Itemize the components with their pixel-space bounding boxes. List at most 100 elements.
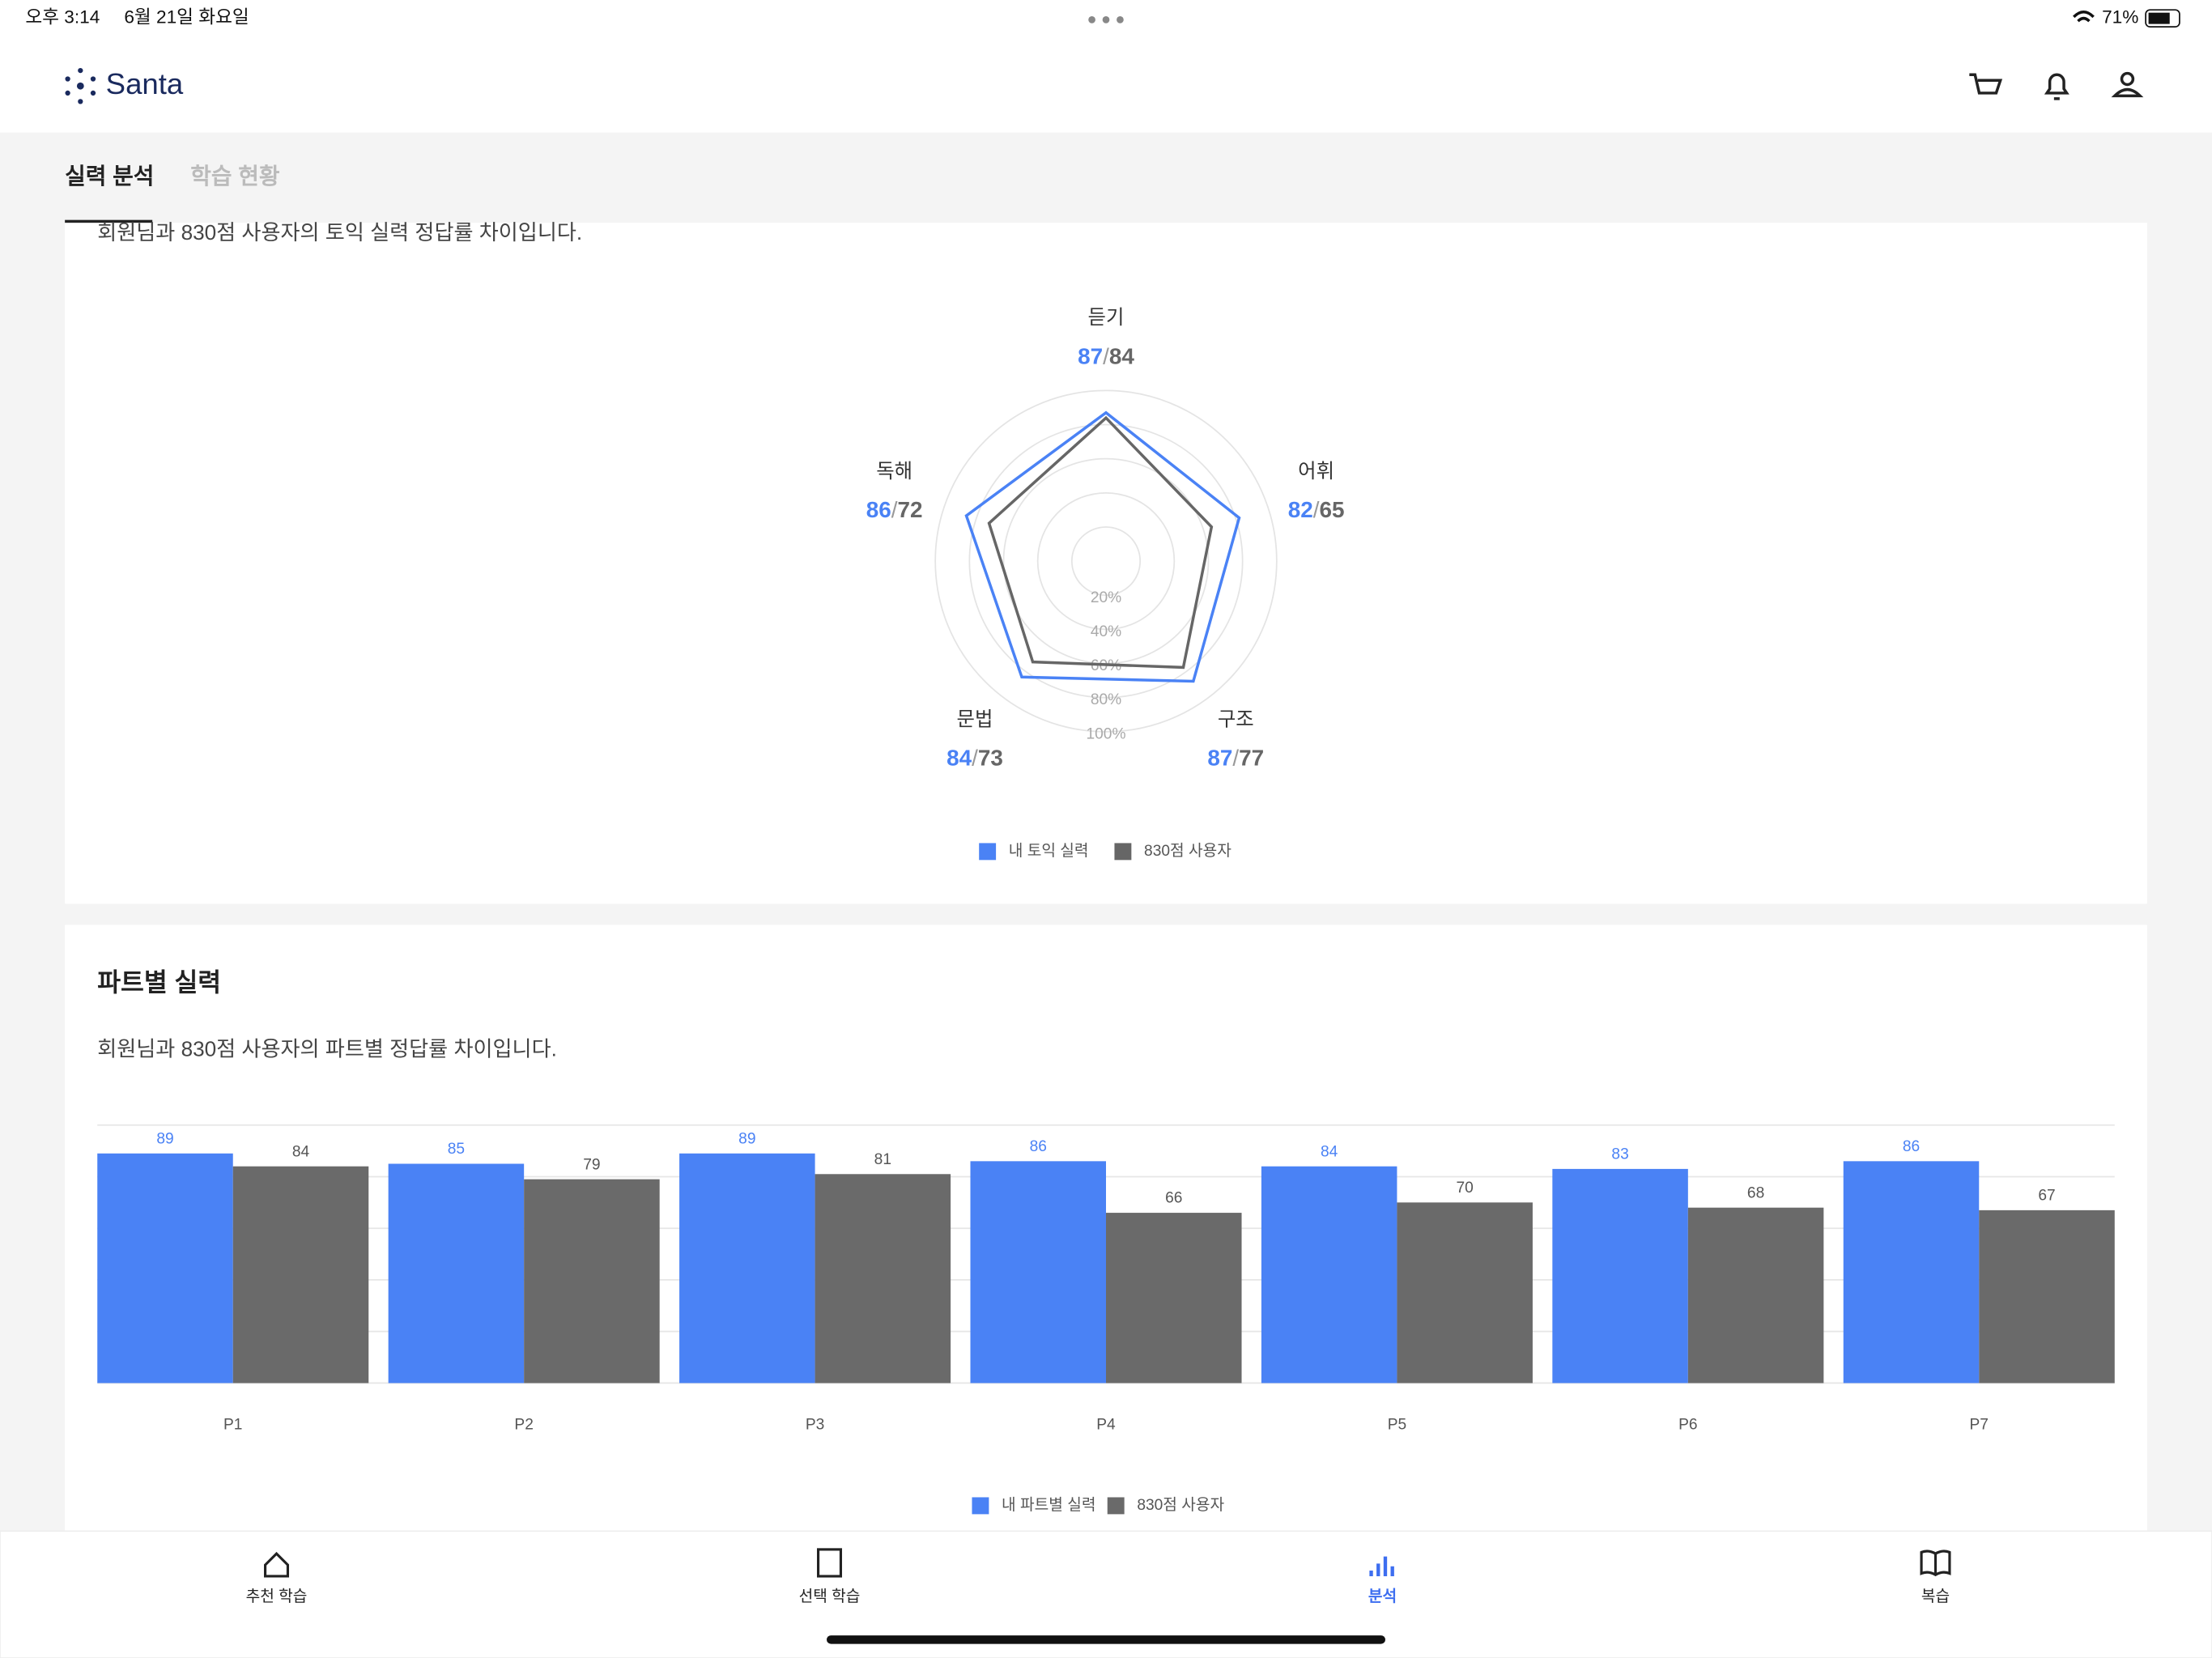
radar-axis-label: 어휘 [1298,461,1334,483]
tab-active[interactable]: 실력 분석 [65,164,154,189]
radar-grid [1070,526,1142,597]
legend-label: 830점 사용자 [1144,842,1231,860]
logo-text[interactable]: Santa [106,67,184,100]
bar [1106,1213,1242,1384]
card-title: 파트별 실력 [97,968,221,997]
logo-mark [65,67,96,104]
legend-swatch [1107,1497,1125,1515]
multitask-dots [1088,16,1124,23]
bar-value-label: 70 [1457,1180,1474,1197]
value-separator: / [891,498,898,523]
legend-swatch [979,843,997,861]
bar [388,1163,525,1384]
value-mine: 87 [1207,746,1232,771]
tab-underline [65,219,153,223]
radar-tick-label: 100% [1086,725,1125,742]
legend-swatch [972,1497,989,1515]
bar-value-label: 86 [1903,1138,1920,1155]
x-tick-label: P4 [1096,1417,1116,1434]
bar [1552,1168,1688,1384]
bar [679,1153,815,1384]
bar-value-label: 66 [1165,1190,1182,1207]
radar-value-label: 82/65 [1288,498,1345,523]
review-icon[interactable] [1920,1550,1951,1577]
value-mine: 82 [1288,498,1313,523]
radar-tick-label: 80% [1091,691,1121,708]
x-tick-label: P3 [806,1417,824,1434]
radar-value-label: 84/73 [946,746,1003,771]
analysis-icon[interactable] [1369,1556,1394,1576]
nav-label[interactable]: 추천 학습 [246,1588,308,1605]
legend-label: 내 토익 실력 [1009,842,1089,860]
radar-axis-label: 듣기 [1088,307,1125,329]
legend-swatch [1114,843,1132,861]
bar [1843,1161,1980,1384]
radar-tick-label: 20% [1091,589,1121,606]
bar [97,1153,233,1384]
nav-icons [263,1548,1951,1578]
card-subtitle: 회원님과 830점 사용자의 토익 실력 정답률 차이입니다. [97,220,582,244]
home-icon[interactable] [263,1551,290,1578]
value-mine: 87 [1078,344,1103,369]
bar-value-label: 67 [2038,1188,2055,1205]
radar-axis-label: 문법 [957,708,993,730]
bar [1261,1166,1397,1384]
bar-value-label: 83 [1611,1146,1628,1163]
bar-value-label: 89 [156,1130,173,1147]
radar-tick-label: 40% [1091,623,1121,640]
battery-text: 71% [2102,7,2138,28]
nav-label[interactable]: 분석 [1368,1588,1397,1605]
value-other: 73 [978,746,1003,771]
bar-value-label: 79 [583,1156,600,1173]
value-other: 84 [1109,344,1135,369]
value-other: 65 [1319,498,1344,523]
status-time: 오후 3:14 [25,7,100,28]
bar [1397,1202,1533,1384]
radar-series [964,410,1241,683]
radar-series [987,415,1214,670]
value-separator: / [972,746,978,771]
radar-grid [968,423,1244,699]
bar [232,1166,369,1384]
value-separator: / [1232,746,1239,771]
x-tick-label: P5 [1388,1417,1406,1434]
bar [970,1161,1106,1384]
radar-axis-label: 구조 [1218,708,1254,730]
cart-icon[interactable] [1969,73,2003,95]
radar-value-label: 87/77 [1207,746,1264,771]
status-date: 6월 21일 화요일 [124,7,249,28]
legend-label: 830점 사용자 [1137,1496,1224,1514]
bar-value-label: 89 [738,1130,755,1147]
x-tick-label: P1 [223,1417,242,1434]
bell-icon[interactable] [2044,73,2069,100]
radar-value-label: 86/72 [866,498,923,523]
bar-value-label: 84 [1321,1143,1338,1160]
wifi-icon [2073,11,2095,23]
tab[interactable]: 학습 현황 [190,164,280,189]
radar-grid [934,389,1278,733]
value-mine: 86 [866,498,891,523]
card [65,223,2147,904]
bar [524,1179,660,1384]
bar [1687,1207,1824,1384]
x-tick-label: P6 [1678,1417,1697,1434]
value-separator: / [1313,498,1320,523]
card-subtitle: 회원님과 830점 사용자의 파트별 정답률 차이입니다. [97,1036,557,1061]
header-icons [1969,71,2144,100]
profile-icon[interactable] [2120,71,2135,87]
book-icon[interactable] [816,1548,843,1578]
nav-label[interactable]: 복습 [1921,1588,1950,1605]
home-indicator [827,1635,1385,1644]
value-other: 72 [898,498,923,523]
value-separator: / [1103,344,1109,369]
radar-grid [1036,491,1176,631]
bar [815,1174,951,1384]
radar-axis-label: 독해 [876,461,912,483]
radar-value-label: 87/84 [1078,344,1134,369]
nav-label[interactable]: 선택 학습 [799,1588,861,1605]
bar [1979,1209,2115,1384]
bar-value-label: 84 [292,1143,310,1160]
bar-value-label: 81 [874,1151,891,1168]
